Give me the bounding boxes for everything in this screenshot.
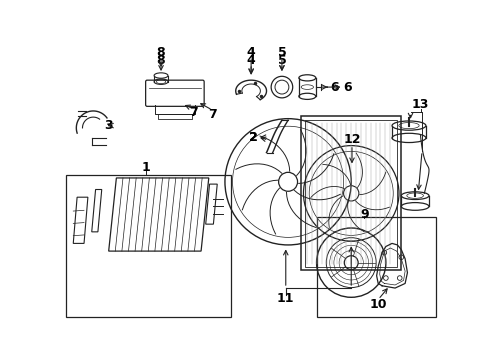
Text: 4: 4 bbox=[247, 54, 255, 67]
Text: 7: 7 bbox=[208, 108, 217, 121]
Text: 7: 7 bbox=[189, 106, 198, 119]
Text: 9: 9 bbox=[360, 208, 368, 221]
Bar bbox=[317, 217, 436, 317]
Text: 8: 8 bbox=[157, 46, 165, 59]
Text: 5: 5 bbox=[277, 54, 286, 67]
Text: 6: 6 bbox=[343, 81, 352, 94]
Text: 4: 4 bbox=[247, 46, 255, 59]
Text: 6: 6 bbox=[330, 81, 339, 94]
Text: 10: 10 bbox=[369, 298, 387, 311]
Bar bbox=[66, 175, 231, 317]
Text: 2: 2 bbox=[249, 131, 258, 144]
Text: 1: 1 bbox=[141, 161, 150, 175]
Text: 8: 8 bbox=[157, 54, 165, 67]
Text: 13: 13 bbox=[412, 98, 429, 111]
Bar bbox=[301, 116, 401, 270]
Text: 2: 2 bbox=[249, 131, 258, 144]
Text: 11: 11 bbox=[277, 292, 294, 305]
Text: 3: 3 bbox=[104, 119, 113, 132]
Text: 5: 5 bbox=[277, 46, 286, 59]
Text: 12: 12 bbox=[343, 133, 361, 146]
Bar bbox=[305, 120, 397, 266]
